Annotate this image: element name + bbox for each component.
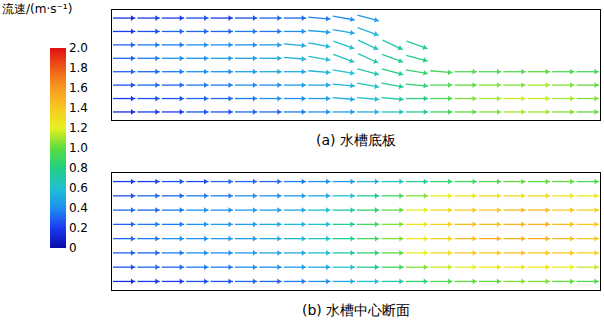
svg-text:1.6: 1.6 — [69, 81, 88, 95]
svg-text:流速/(m·s⁻¹): 流速/(m·s⁻¹) — [2, 2, 72, 16]
svg-text:(a) 水槽底板: (a) 水槽底板 — [316, 132, 396, 148]
svg-text:0.4: 0.4 — [69, 201, 88, 215]
svg-text:0.8: 0.8 — [69, 161, 88, 175]
svg-text:0.2: 0.2 — [69, 221, 88, 235]
svg-text:1.2: 1.2 — [69, 121, 88, 135]
svg-text:1.4: 1.4 — [69, 101, 88, 115]
svg-text:0.6: 0.6 — [69, 181, 88, 195]
svg-text:1.0: 1.0 — [69, 141, 88, 155]
svg-text:0: 0 — [69, 241, 77, 255]
svg-text:2.0: 2.0 — [69, 41, 88, 55]
svg-text:1.8: 1.8 — [69, 61, 88, 75]
svg-text:(b) 水槽中心断面: (b) 水槽中心断面 — [302, 302, 410, 318]
